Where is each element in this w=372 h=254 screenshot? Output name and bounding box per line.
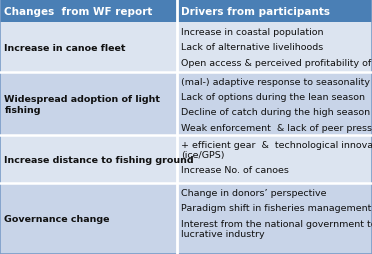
Text: Widespread adoption of light
fishing: Widespread adoption of light fishing [4,94,160,114]
Bar [0,136,372,184]
Text: (mal-) adaptive response to seasonality: (mal-) adaptive response to seasonality [181,77,370,86]
Bar [0,73,372,136]
Text: Paradigm shift in fisheries management: Paradigm shift in fisheries management [181,203,372,212]
Text: Change in donors’ perspective: Change in donors’ perspective [181,188,327,197]
Text: Lack of alternative livelihoods: Lack of alternative livelihoods [181,43,323,52]
Text: Lack of options during the lean season: Lack of options during the lean season [181,93,365,102]
Text: Decline of catch during the high season: Decline of catch during the high season [181,108,370,117]
Text: Drivers from participants: Drivers from participants [181,7,330,17]
Text: Increase distance to fishing ground: Increase distance to fishing ground [4,155,194,164]
Text: Changes  from WF report: Changes from WF report [4,7,153,17]
Text: Increase in canoe fleet: Increase in canoe fleet [4,44,126,53]
Text: Weak enforcement  & lack of peer pressure: Weak enforcement & lack of peer pressure [181,123,372,132]
Text: + efficient gear  &  technological innovation
(ice/GPS): + efficient gear & technological innovat… [181,140,372,160]
Text: Increase No. of canoes: Increase No. of canoes [181,166,289,174]
Text: Open access & perceived profitability of the sector: Open access & perceived profitability of… [181,58,372,67]
Text: Interest from the national government towards this
lucrative industry: Interest from the national government to… [181,219,372,238]
Bar [0,23,372,73]
Text: Governance change: Governance change [4,214,110,223]
Bar [0,0,372,23]
Bar [0,184,372,254]
Text: Increase in coastal population: Increase in coastal population [181,28,324,37]
